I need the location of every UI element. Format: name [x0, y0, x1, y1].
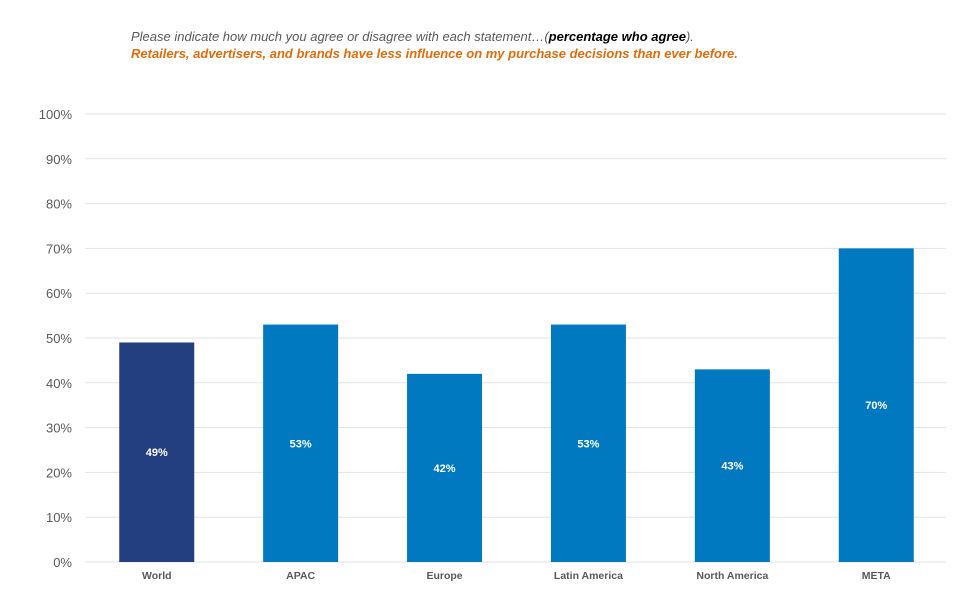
y-tick-label: 10%	[46, 510, 72, 525]
x-axis: World APAC Europe Latin America North Americ…	[142, 570, 891, 582]
y-tick-label: 60%	[46, 286, 72, 301]
bar-europe	[407, 373, 483, 562]
data-label: 49%	[146, 447, 168, 459]
question-suffix: ).	[685, 29, 694, 44]
x-tick-label: Europe	[426, 570, 462, 582]
y-tick-label: 40%	[46, 376, 72, 391]
y-tick-label: 20%	[46, 465, 72, 480]
bar-world	[119, 342, 195, 562]
y-tick-label: 70%	[46, 241, 72, 256]
y-tick-label: 30%	[46, 421, 72, 436]
x-tick-label: META	[862, 570, 891, 582]
data-label: 70%	[865, 400, 887, 412]
data-label: 43%	[721, 461, 743, 473]
y-tick-label: 80%	[46, 197, 72, 212]
data-label: 53%	[290, 438, 312, 450]
y-tick-label: 90%	[46, 152, 72, 167]
bars	[119, 248, 914, 562]
chart-statement: Retailers, advertisers, and brands have …	[131, 46, 738, 61]
data-label: 53%	[577, 438, 599, 450]
y-tick-label: 100%	[39, 107, 73, 122]
gridlines	[85, 113, 946, 563]
data-label: 42%	[434, 463, 456, 475]
bar-latin-america	[550, 324, 626, 562]
x-tick-label: Latin America	[554, 570, 623, 582]
bar-meta	[838, 248, 914, 562]
question-text: Please indicate how much you agree or di…	[131, 29, 549, 44]
y-tick-label: 50%	[46, 331, 72, 346]
bar-apac	[263, 324, 339, 562]
chart-question: Please indicate how much you agree or di…	[131, 29, 694, 44]
y-axis: 0% 10% 20% 30% 40% 50% 60% 70% 80% 90% 100%	[39, 107, 73, 570]
question-emphasis: percentage who agree	[548, 29, 686, 44]
data-labels: 49% 53% 42% 53% 43% 70%	[146, 400, 888, 475]
x-tick-label: APAC	[286, 570, 315, 582]
x-tick-label: North America	[696, 570, 768, 582]
y-tick-label: 0%	[53, 555, 72, 570]
bar-north-america	[694, 369, 770, 562]
x-tick-label: World	[142, 570, 172, 582]
